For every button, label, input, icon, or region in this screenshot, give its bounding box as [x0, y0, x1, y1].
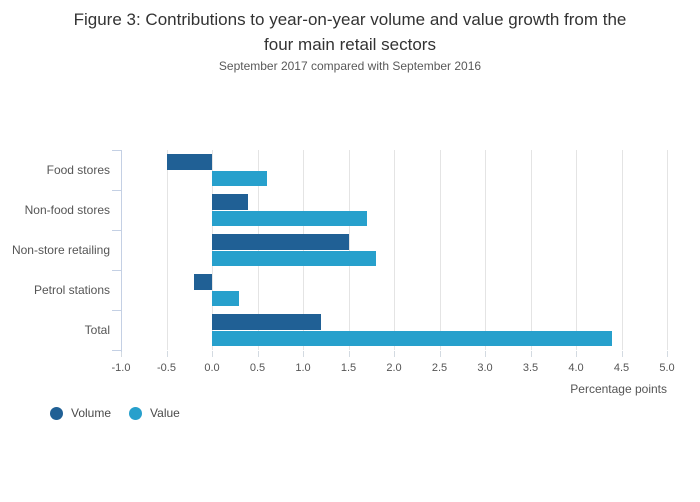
x-tick-label-0.5: 0.5 — [249, 362, 266, 374]
x-axis-tick-0.0 — [212, 351, 213, 357]
gridline-1.5 — [348, 150, 350, 350]
x-axis-tick-3.5 — [530, 351, 532, 357]
bar-value-non-store-retailing — [212, 250, 376, 266]
legend: Volume Value — [50, 406, 180, 420]
y-axis-tick — [112, 150, 121, 151]
legend-item-volume: Volume — [50, 406, 111, 420]
figure-subtitle: September 2017 compared with September 2… — [218, 59, 482, 73]
x-tick-label-2.0: 2.0 — [386, 362, 402, 374]
y-axis-tick — [112, 350, 121, 351]
plot-area — [112, 150, 668, 357]
bar-value-food-stores — [212, 170, 267, 186]
x-axis-tick-1.5 — [348, 351, 350, 357]
bar-value-total — [212, 330, 613, 346]
category-label-total: Total — [84, 323, 110, 337]
y-axis-tick — [112, 310, 121, 311]
figure-title-line-2: four main retail sectors — [264, 35, 436, 54]
x-tick-label-3.5: 3.5 — [522, 362, 539, 374]
category-label-non-food-stores: Non-food stores — [24, 203, 110, 217]
category-label-food-stores: Food stores — [46, 163, 110, 177]
gridline-5.0 — [667, 150, 668, 350]
bar-volume-non-store-retailing — [212, 234, 349, 250]
x-axis-tick-2.5 — [439, 351, 441, 357]
legend-marker-volume-icon — [50, 406, 63, 420]
bar-value-petrol-stations — [212, 290, 240, 306]
gridline-1.0 — [303, 150, 304, 350]
gridline-0.0 — [212, 150, 213, 350]
y-axis-tick — [112, 270, 121, 271]
bar-volume-petrol-stations — [193, 274, 212, 290]
bar-volume-food-stores — [166, 154, 212, 170]
x-axis-tick-4.0 — [576, 351, 577, 357]
gridline-2.5 — [439, 150, 441, 350]
category-label-petrol-stations: Petrol stations — [33, 283, 110, 297]
x-axis-tick--0.5 — [166, 351, 168, 357]
x-axis-title: Percentage points — [570, 382, 667, 396]
y-axis-tick — [112, 190, 121, 191]
x-tick-label-4.5: 4.5 — [613, 362, 630, 374]
x-tick-label-2.5: 2.5 — [431, 362, 448, 374]
x-tick-label-5.0: 5.0 — [659, 362, 675, 374]
x-tick-label--1.0: -1.0 — [111, 362, 131, 374]
gridline-4.5 — [621, 150, 623, 350]
x-axis-tick-0.5 — [257, 351, 259, 357]
legend-label-value: Value — [150, 406, 180, 420]
x-tick-label--0.5: -0.5 — [157, 362, 176, 374]
x-axis-tick-5.0 — [667, 351, 668, 357]
y-axis-tick — [112, 230, 121, 231]
x-tick-label-0.0: 0.0 — [204, 362, 220, 374]
bar-volume-non-food-stores — [212, 194, 249, 210]
gridline-3.5 — [530, 150, 532, 350]
x-tick-label-1.0: 1.0 — [295, 362, 311, 374]
x-axis-tick-2.0 — [394, 351, 395, 357]
gridline-4.0 — [576, 150, 577, 350]
x-axis-tick--1.0 — [121, 351, 122, 357]
x-axis-tick-1.0 — [303, 351, 304, 357]
x-axis-tick-3.0 — [485, 351, 486, 357]
legend-label-volume: Volume — [71, 406, 112, 420]
gridline--0.5 — [166, 150, 168, 350]
gridline-3.0 — [485, 150, 486, 350]
x-tick-label-1.5: 1.5 — [340, 362, 357, 374]
x-tick-label-4.0: 4.0 — [568, 362, 584, 374]
category-label-non-store-retailing: Non-store retailing — [11, 243, 110, 257]
legend-item-value: Value — [129, 406, 180, 420]
bar-value-non-food-stores — [212, 210, 367, 226]
x-tick-label-3.0: 3.0 — [477, 362, 493, 374]
figure-title-line-1: Figure 3: Contributions to year-on-year … — [73, 10, 627, 29]
gridline-2.0 — [394, 150, 395, 350]
gridline-0.5 — [257, 150, 259, 350]
x-axis-tick-4.5 — [621, 351, 623, 357]
figure-title: Figure 3: Contributions to year-on-year … — [30, 7, 670, 57]
legend-marker-value-icon — [129, 406, 143, 420]
bar-volume-total — [212, 314, 322, 330]
y-axis-line — [121, 150, 122, 352]
